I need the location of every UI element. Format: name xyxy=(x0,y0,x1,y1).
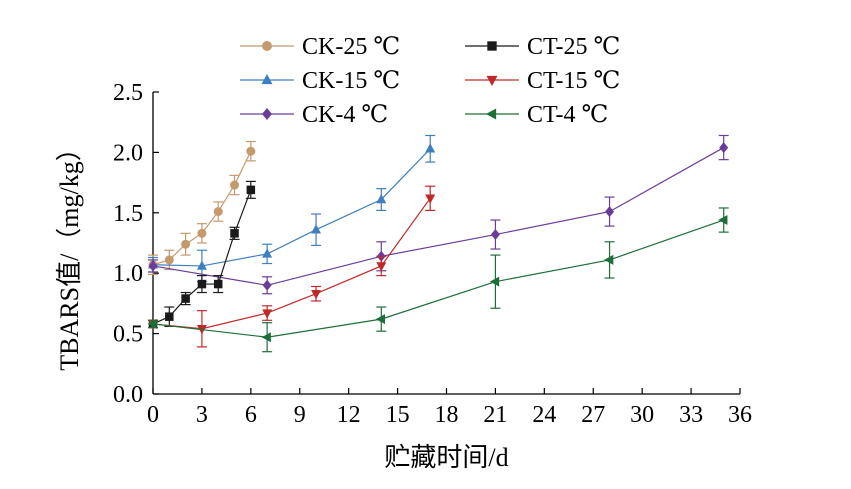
data-point xyxy=(311,289,322,300)
data-point xyxy=(230,229,239,238)
data-point xyxy=(262,248,273,258)
x-tick-label: 18 xyxy=(435,402,459,428)
series-ct-15 xyxy=(148,185,436,348)
legend-label: CK-25 ℃ xyxy=(302,34,400,60)
data-point xyxy=(718,215,728,226)
data-point xyxy=(485,108,497,120)
x-tick-label: 27 xyxy=(581,402,605,428)
y-tick-label: 2.5 xyxy=(113,80,143,106)
data-point xyxy=(147,318,157,329)
data-point xyxy=(487,41,497,51)
legend-item: CK-25 ℃ xyxy=(240,34,400,60)
legend-label: CK-15 ℃ xyxy=(302,68,400,94)
series-layer xyxy=(147,134,729,353)
series-line xyxy=(152,148,431,267)
y-tick-label: 0.5 xyxy=(113,322,143,348)
series-ck-15 xyxy=(148,134,436,283)
data-point xyxy=(261,332,271,343)
series-line xyxy=(152,147,724,286)
legend-label: CT-4 ℃ xyxy=(527,102,608,128)
x-tick-label: 30 xyxy=(630,402,654,428)
legend-item: CT-15 ℃ xyxy=(465,68,620,94)
data-point xyxy=(181,294,190,303)
y-axis-title: TBARS值/（mg/kg） xyxy=(55,135,84,370)
data-point xyxy=(262,41,272,51)
series-ct-4 xyxy=(147,207,729,353)
data-point xyxy=(165,312,174,321)
data-point xyxy=(262,279,272,291)
x-tick-label: 12 xyxy=(337,402,361,428)
data-point xyxy=(164,255,174,265)
data-point xyxy=(425,143,436,153)
data-point xyxy=(486,75,498,87)
y-tick-label: 2.0 xyxy=(113,140,143,166)
legend-item: CK-15 ℃ xyxy=(240,68,400,94)
data-point xyxy=(148,260,158,272)
data-point xyxy=(196,260,207,270)
x-tick-label: 0 xyxy=(147,402,159,428)
data-point xyxy=(213,207,223,217)
legend-label: CT-15 ℃ xyxy=(527,68,620,94)
legend: CK-25 ℃ CT-25 ℃ CK-15 ℃ CT-15 ℃ CK-4 ℃ CT-4 ℃ xyxy=(240,34,620,128)
data-point xyxy=(261,73,273,85)
x-tick-label: 21 xyxy=(483,402,507,428)
legend-label: CT-25 ℃ xyxy=(527,34,620,60)
data-point xyxy=(197,228,207,238)
x-tick-label: 9 xyxy=(294,402,306,428)
y-tick-label: 1.5 xyxy=(113,201,143,227)
x-tick-label: 36 xyxy=(728,402,752,428)
data-point xyxy=(425,194,436,204)
data-point xyxy=(262,107,272,121)
data-point xyxy=(605,206,615,218)
data-point xyxy=(213,279,223,289)
x-tick-label: 24 xyxy=(532,402,556,428)
legend-item: CT-25 ℃ xyxy=(465,34,620,60)
data-point xyxy=(490,229,500,241)
data-point xyxy=(246,185,256,195)
x-tick-label: 6 xyxy=(245,402,257,428)
legend-item: CT-4 ℃ xyxy=(465,102,608,128)
x-axis-title: 贮藏时间/d xyxy=(384,443,508,472)
data-point xyxy=(489,276,500,287)
x-tick-label: 33 xyxy=(679,402,703,428)
y-tick-label: 0.0 xyxy=(113,382,143,408)
data-point xyxy=(311,224,322,234)
data-point xyxy=(376,194,387,204)
data-point xyxy=(197,279,207,289)
series-line xyxy=(152,197,431,330)
series-line xyxy=(152,150,252,266)
data-point xyxy=(375,314,386,325)
data-point xyxy=(719,142,729,154)
y-tick-label: 1.0 xyxy=(113,261,143,287)
legend-label: CK-4 ℃ xyxy=(302,102,388,128)
legend-item: CK-4 ℃ xyxy=(240,102,388,128)
data-point xyxy=(262,309,273,319)
series-ck-25 xyxy=(148,140,256,276)
data-point xyxy=(230,180,240,190)
axes: 0 3 6 9 12 15 18 21 24 27 30 33 360.00.51.01.52.02.5 xyxy=(113,80,752,428)
x-tick-label: 3 xyxy=(196,402,208,428)
data-point xyxy=(181,239,191,249)
x-tick-label: 15 xyxy=(386,402,410,428)
series-ck-4 xyxy=(148,134,729,295)
data-point xyxy=(376,262,387,272)
series-line xyxy=(152,219,724,338)
data-point xyxy=(604,254,614,265)
data-point xyxy=(246,146,256,156)
